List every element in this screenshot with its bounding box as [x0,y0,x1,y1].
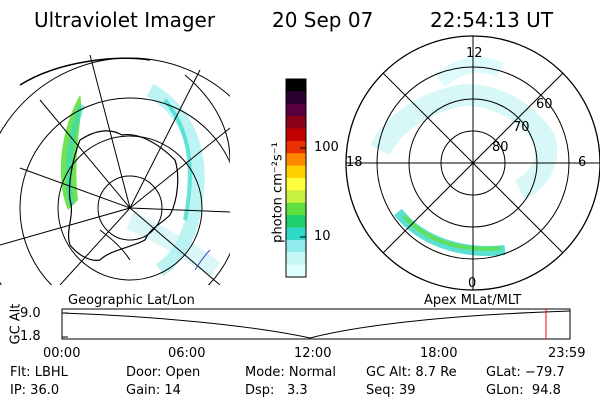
time-label: 22:54:13 UT [430,8,554,32]
date-label: 20 Sep 07 [272,8,374,32]
altitude-xtick-0600: 06:00 [168,346,206,361]
mlat-label-70: 70 [513,120,530,135]
colorbar-segment [286,215,306,228]
instrument-title: Ultraviolet Imager [34,8,216,32]
colorbar-tick-10: 10 [314,229,331,244]
ip-label: IP: 36.0 [10,383,60,398]
colorbar-segment [286,264,306,278]
altitude-xtick-1800: 18:00 [420,346,458,361]
aurora-oval-right [370,56,558,256]
colorbar-segment [286,103,306,117]
colorbar-segment [286,227,306,241]
mlt-label-12: 12 [466,46,483,61]
aurora-oval-left [60,83,221,278]
left-panel-label: Geographic Lat/Lon [68,293,195,308]
gc-alt-label: GC Alt: 8.7 Re [366,365,457,380]
colorbar-segment [286,116,306,129]
glat-label: GLat: −79.7 [486,365,565,380]
altitude-xtick-0000: 00:00 [43,346,81,361]
colorbar-tick-100: 100 [314,140,339,155]
colorbar-segment [286,140,306,154]
door-label: Door: Open [126,365,201,380]
altitude-ytick-1-8: 1.8 [20,329,41,344]
right-panel-label: Apex MLat/MLT [424,293,522,308]
colorbar-segment [286,91,306,105]
colorbar-unit-label: photon cm⁻²s⁻¹ [270,142,286,243]
mlt-label-0: 0 [468,276,477,291]
altitude-ytick-9: 9.0 [20,306,41,321]
altitude-xtick-1200: 12:00 [294,346,332,361]
dsp-value: 3.3 [287,383,308,398]
glon-label: GLon: 94.8 [486,383,561,398]
dsp-label: Dsp: [245,383,275,398]
mode-label: Mode: Normal [245,365,336,380]
colorbar-segment [286,165,306,179]
seq-label: Seq: 39 [366,383,416,398]
colorbar-segment [286,153,306,167]
colorbar-segment [286,252,306,266]
mlt-label-18: 18 [346,155,363,170]
colorbar-segment [286,79,306,92]
mlt-label-6: 6 [578,155,587,170]
colorbar-segment [286,239,306,253]
filter-label: Flt: LBHL [10,365,68,380]
colorbar-segment [286,202,306,216]
mlat-label-80: 80 [492,140,509,155]
colorbar-segment [286,190,306,204]
mlat-label-60: 60 [536,97,553,112]
colorbar-segment [286,128,306,142]
gain-label: Gain: 14 [126,383,181,398]
altitude-xtick-2359: 23:59 [548,346,586,361]
colorbar-segment [286,178,306,191]
